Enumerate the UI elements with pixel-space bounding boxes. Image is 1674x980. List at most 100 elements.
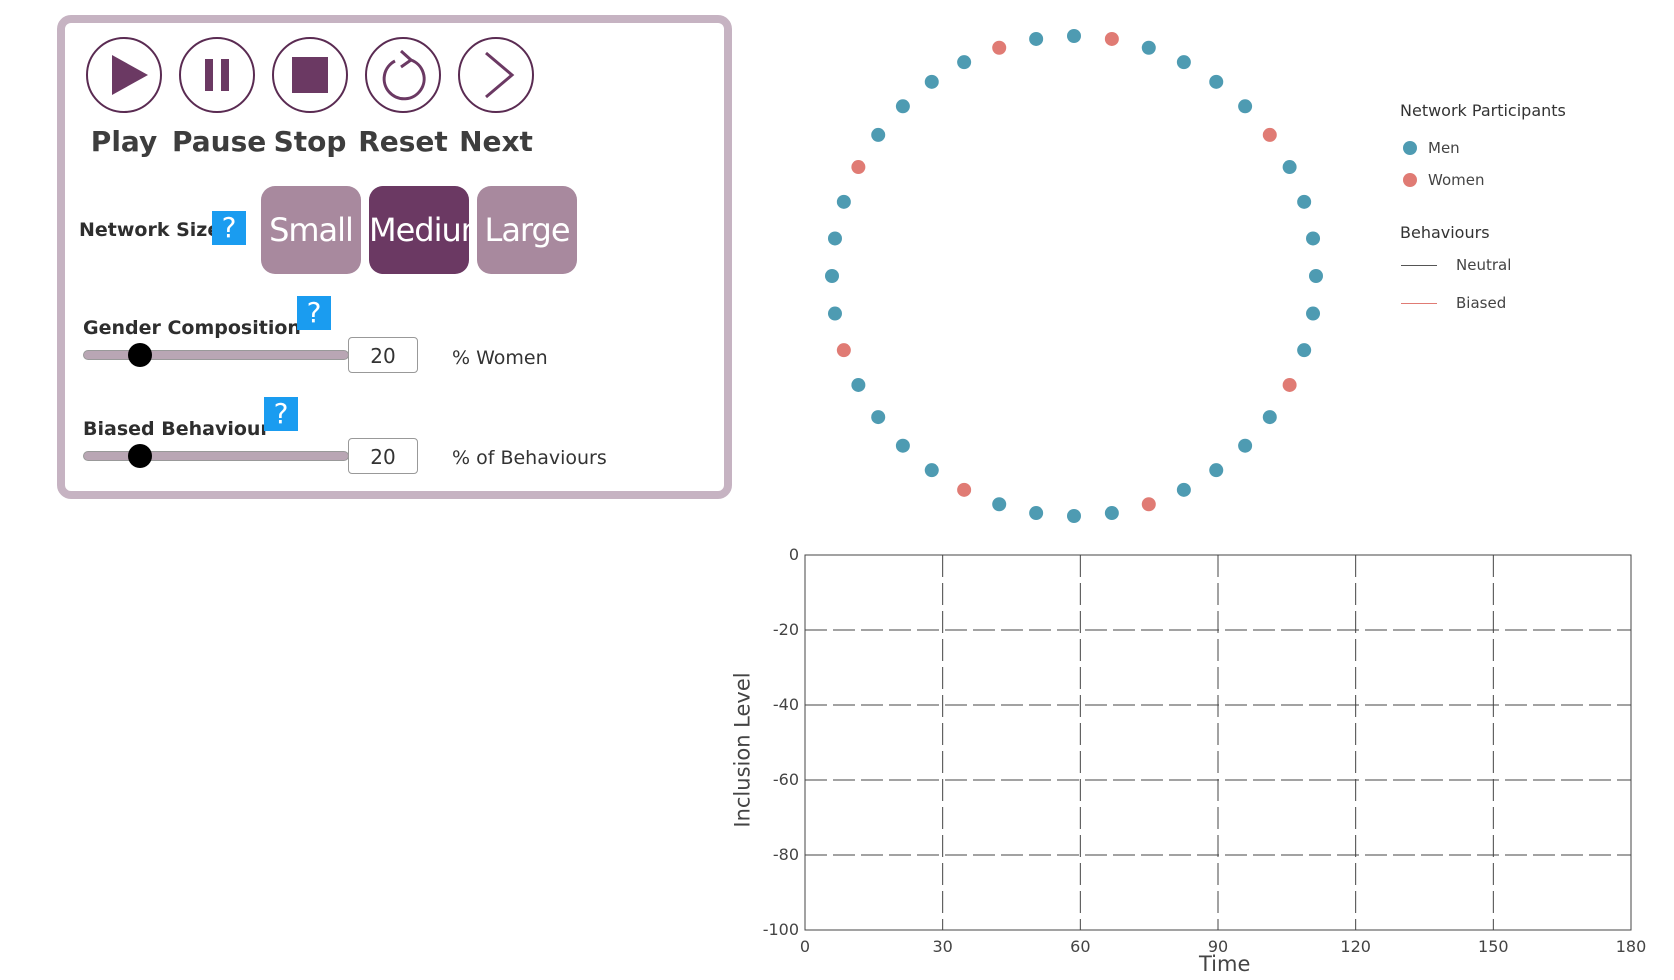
x-tick-label: 150 [1478,937,1509,956]
size-small-button[interactable]: Small [261,186,361,274]
legend-women-label: Women [1428,171,1485,189]
size-large-button[interactable]: Large [477,186,577,274]
play-button[interactable] [86,37,162,113]
gender-composition-unit: % Women [452,347,548,369]
participant-node-woman [992,40,1007,55]
y-tick-label: -20 [773,620,799,639]
participant-node-man [1104,506,1119,521]
participant-node-man [1176,482,1191,497]
biased-behaviour-help-button[interactable]: ? [264,397,298,431]
x-tick-label: 90 [1208,937,1228,956]
y-tick-label: -60 [773,770,799,789]
participant-node-man [957,55,972,70]
stop-button[interactable] [272,37,348,113]
participant-node-man [1238,99,1253,114]
x-tick-label: 60 [1070,937,1090,956]
x-tick-label: 120 [1340,937,1371,956]
participant-node-man [924,463,939,478]
participant-node-man [895,438,910,453]
pause-control[interactable]: Pause [172,37,267,158]
pause-button[interactable] [179,37,255,113]
reset-label: Reset [358,125,448,158]
participant-node-woman [836,343,851,358]
play-control[interactable]: Play [79,37,169,158]
participant-node-man [1176,55,1191,70]
x-axis-title: Time [1199,952,1251,976]
y-tick-label: -100 [763,920,799,939]
y-tick-label: -80 [773,845,799,864]
biased-behaviour-slider-thumb[interactable] [128,444,153,468]
gender-composition-input[interactable]: 20 [348,337,418,373]
participant-node-man [851,377,866,392]
gender-composition-help-button[interactable]: ? [297,296,331,330]
x-tick-label: 180 [1616,937,1647,956]
legend-neutral-line [1401,265,1437,266]
y-axis-title: Inclusion Level [730,672,755,828]
participant-node-man [825,269,839,283]
legend-men-marker [1403,141,1417,155]
participant-node-man [836,194,851,209]
next-label: Next [459,125,533,158]
gender-composition-slider-thumb[interactable] [128,343,153,367]
participant-node-man [871,410,886,425]
control-panel: Play Pause Stop Reset [57,15,732,499]
participant-node-woman [1104,31,1119,46]
gender-composition-label: Gender Composition [83,317,301,339]
biased-behaviour-label: Biased Behaviour [83,418,270,440]
participant-node-man [1238,438,1253,453]
participant-node-man [1029,31,1044,46]
legend-neutral-label: Neutral [1456,256,1512,274]
network-size-help-button[interactable]: ? [212,211,246,245]
participant-node-man [992,497,1007,512]
stop-label: Stop [273,125,347,158]
participant-node-woman [1262,127,1277,142]
chevron-right-icon [485,51,515,99]
y-tick-label: -40 [773,695,799,714]
x-tick-label: 30 [932,937,952,956]
x-tick-label: 0 [800,937,810,956]
legend-women-marker [1403,173,1417,187]
participant-node-man [827,231,842,246]
legend-behaviours-title: Behaviours [1400,223,1490,242]
y-tick-label: 0 [789,545,799,564]
network-graph [825,29,1323,523]
legend-men-label: Men [1428,139,1460,157]
network-size-label: Network Size [79,219,221,241]
participant-node-man [1306,231,1321,246]
participant-node-woman [1282,377,1297,392]
participant-node-man [1297,194,1312,209]
participant-node-man [1029,506,1044,521]
participant-node-man [1209,463,1224,478]
reset-control[interactable]: Reset [358,37,448,158]
stop-icon [292,57,328,93]
next-button[interactable] [458,37,534,113]
participant-node-man [827,306,842,321]
biased-behaviour-input[interactable]: 20 [348,438,418,474]
participant-node-man [871,127,886,142]
participant-node-man [1297,343,1312,358]
legend-participants-title: Network Participants [1400,101,1566,120]
participant-node-man [924,74,939,89]
participant-node-man [1306,306,1321,321]
participant-node-man [1309,269,1323,283]
participant-node-woman [957,482,972,497]
participant-node-woman [1141,497,1156,512]
participant-node-woman [851,160,866,175]
participant-node-man [1282,160,1297,175]
participant-node-man [1262,410,1277,425]
biased-behaviour-unit: % of Behaviours [452,447,607,469]
participant-node-man [895,99,910,114]
participant-node-man [1209,74,1224,89]
next-control[interactable]: Next [451,37,541,158]
size-medium-button[interactable]: Medium [369,186,492,274]
legend-biased-line [1401,303,1437,304]
participant-node-man [1141,40,1156,55]
participant-node-man [1067,29,1081,43]
play-icon [112,55,148,95]
pause-label: Pause [172,125,267,158]
participant-node-man [1067,509,1081,523]
stop-control[interactable]: Stop [265,37,355,158]
reset-icon [382,49,426,101]
reset-button[interactable] [365,37,441,113]
